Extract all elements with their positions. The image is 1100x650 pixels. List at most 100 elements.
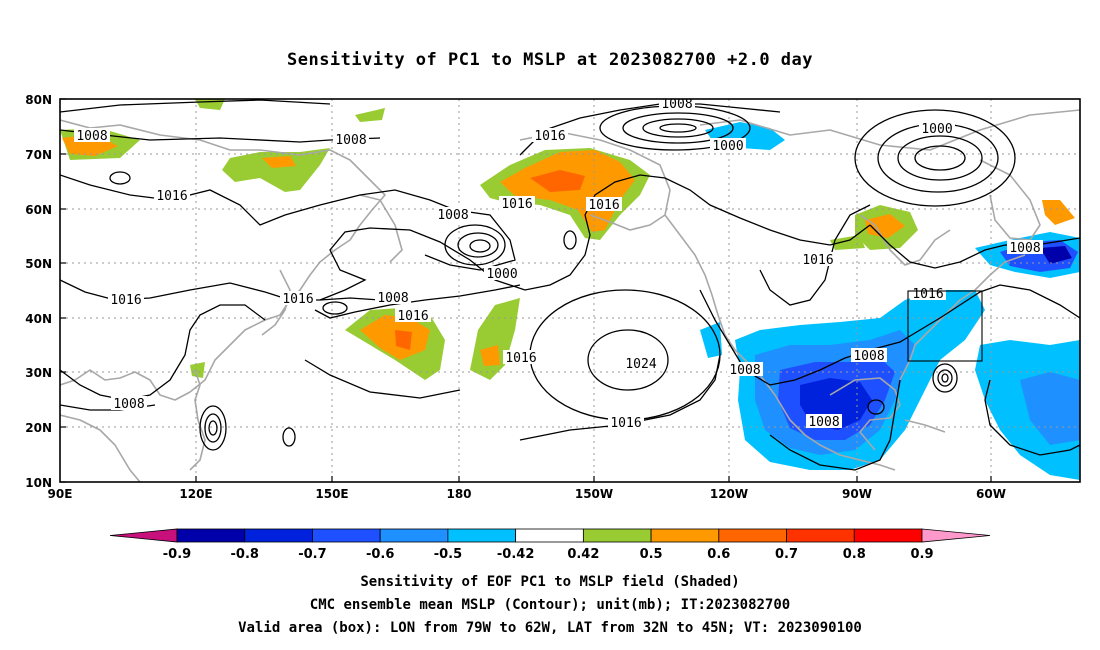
contour-label: 1016 [110, 293, 141, 308]
mslp-contour [469, 239, 491, 253]
latitude-labels: 80N 70N 60N 50N 40N 30N 20N 10N [25, 93, 52, 490]
colorbar-bin [718, 528, 787, 543]
coastline-hudson-bay [859, 214, 951, 266]
colorbar-bin [244, 528, 313, 543]
shade-positive-patch [355, 108, 385, 122]
lat-label: 80N [25, 93, 52, 107]
shade-positive-patch [865, 214, 905, 238]
lat-label: 30N [25, 366, 52, 380]
contour-label: 1016 [912, 287, 943, 302]
contour-label: 1008 [335, 133, 366, 148]
contour-label-bg [333, 132, 369, 146]
mslp-contour [563, 230, 577, 250]
shade-negative-patch [700, 322, 722, 358]
lon-label: 120E [179, 487, 212, 501]
colorbar-bin [515, 528, 584, 543]
colorbar-label: 0.8 [843, 547, 866, 562]
coastline-japan [261, 269, 291, 336]
mslp-contour [529, 289, 721, 421]
colorbar-bin [379, 528, 449, 543]
mslp-contour [587, 329, 669, 391]
mslp-contour [319, 214, 591, 301]
contour-label-bg [484, 266, 520, 280]
contour-label-bg [586, 197, 622, 211]
colorbar-label: 0.9 [910, 547, 933, 562]
contour-label-bg [111, 396, 147, 410]
mslp-contour [941, 373, 949, 383]
contour-label: 1016 [501, 197, 532, 212]
mslp-contour [60, 279, 381, 301]
contour-label: 1016 [505, 351, 536, 366]
mslp-contour [519, 354, 721, 441]
mslp-contour [444, 224, 506, 266]
contour-label: 1016 [397, 309, 428, 324]
contour-label: 1016 [156, 189, 187, 204]
mslp-contour [208, 420, 218, 436]
shade-positive-patch [480, 345, 500, 366]
contour-label-bg [503, 350, 539, 364]
contour-label: 1000 [486, 267, 517, 282]
grid-lines [60, 99, 1080, 482]
contour-label-bg [375, 290, 411, 304]
coastline-asia [60, 119, 386, 401]
contour-label: 1016 [610, 416, 641, 431]
contour-label: 1008 [1009, 241, 1040, 256]
contour-label: 1008 [729, 363, 760, 378]
shade-positive-patch [830, 235, 865, 250]
coastline-cuba [904, 419, 946, 433]
coastline-taiwan-philippines [189, 369, 206, 471]
caption-contour: CMC ensemble mean MSLP (Contour); unit(m… [309, 597, 791, 613]
contour-label: 1016 [534, 129, 565, 144]
shade-negative-patch [1040, 246, 1072, 264]
mslp-contour [897, 135, 983, 181]
contour-label-bg [659, 99, 695, 110]
contour-labels: 1008 1008 1016 1016 1008 1000 1000 1008 1016 1016… [74, 97, 1043, 431]
colorbar-label: -0.5 [434, 547, 462, 562]
contour-label: 1000 [712, 139, 743, 154]
mslp-contour [854, 109, 1016, 207]
shade-positive-patch [395, 330, 412, 350]
contour-label-bg [108, 292, 144, 306]
mslp-contour [204, 413, 222, 443]
contour-label: 1008 [808, 415, 839, 430]
lon-label: 150E [315, 487, 348, 501]
contour-label-bg [910, 286, 946, 300]
coastline-greenland [979, 159, 1041, 241]
figure-title: Sensitivity of PC1 to MSLP at 2023082700… [286, 50, 813, 70]
contour-label-bg [395, 308, 431, 322]
lat-label: 40N [25, 312, 52, 326]
colorbar-label: 0.42 [567, 547, 599, 562]
mslp-contour [199, 405, 227, 451]
mslp-contour [622, 112, 734, 144]
colorbar-bin [447, 528, 517, 543]
contour-label: 1008 [853, 349, 884, 364]
colorbar-label: -0.8 [231, 547, 259, 562]
contour-label: 1008 [76, 129, 107, 144]
mslp-contour [322, 301, 348, 315]
lat-label: 70N [25, 148, 52, 162]
mslp-contour [867, 399, 885, 415]
contour-label-bg [74, 128, 110, 142]
valid-area-box [907, 290, 983, 362]
mslp-contour [457, 232, 499, 258]
coastline-canada-arctic [699, 109, 1080, 151]
mslp-contour [60, 304, 266, 401]
colorbar-label: -0.7 [298, 547, 326, 562]
shade-positive-patch [1042, 200, 1075, 225]
contour-label-bg [608, 415, 644, 429]
colorbar: -0.9 -0.8 -0.7 -0.6 -0.5 -0.42 0.42 0.5 0.6 0.7 0.… [109, 528, 991, 562]
mslp-contour [759, 204, 871, 306]
contour-label: 1008 [113, 397, 144, 412]
contour-label: 1008 [377, 291, 408, 306]
colorbar-label: -0.42 [497, 547, 534, 562]
mslp-contour [937, 369, 953, 387]
contour-label-bg [806, 414, 842, 428]
contour-label: 1000 [921, 122, 952, 137]
lon-label: 90E [48, 487, 73, 501]
shade-positive-patch [262, 156, 296, 168]
contour-label: 1016 [588, 198, 619, 213]
contour-label: 1008 [661, 97, 692, 112]
lon-label: 150W [575, 487, 613, 501]
